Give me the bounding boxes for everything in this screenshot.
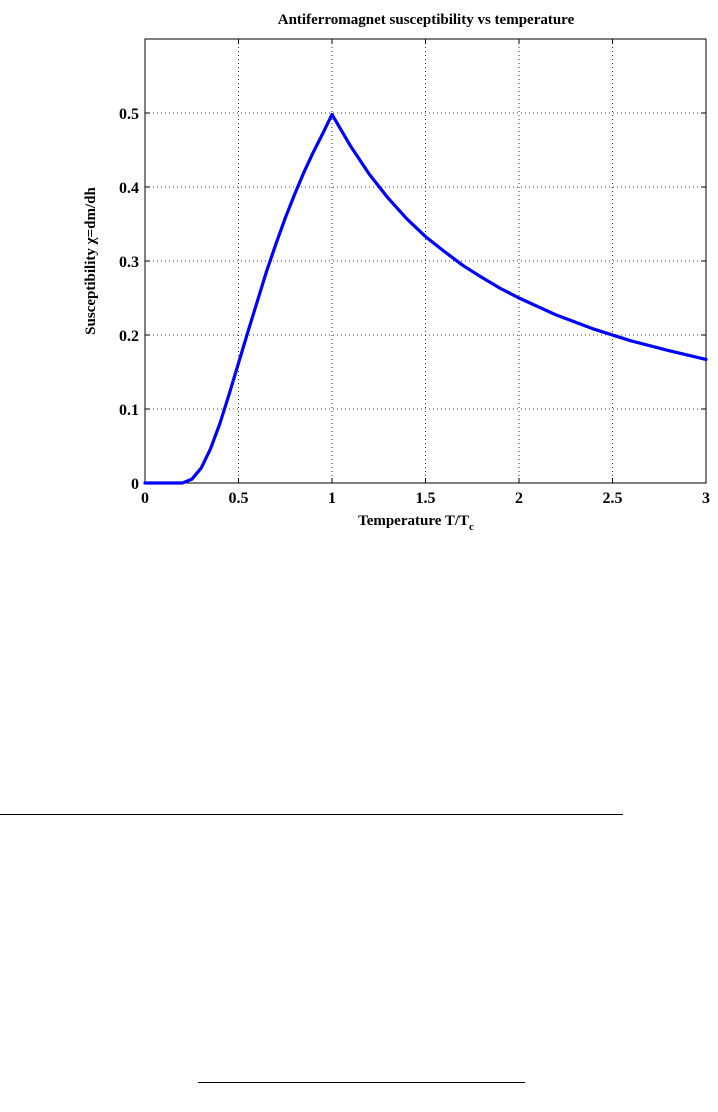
y-tick-label: 0.4 <box>119 180 139 197</box>
x-axis-label: Temperature T/Tc <box>358 513 474 533</box>
y-axis-label: Susceptibility χ=dm/dh <box>83 187 99 335</box>
x-tick-labels: 0 0.5 1 1.5 2 2.5 3 <box>141 490 710 507</box>
chart: Antiferromagnet susceptibility vs temper… <box>83 12 710 533</box>
x-tick-label: 0 <box>141 490 149 507</box>
y-tick-label: 0 <box>131 476 139 493</box>
x-tick-label: 1 <box>328 490 336 507</box>
horizontal-rule-top <box>0 814 623 815</box>
grid-lines <box>145 39 706 483</box>
y-tick-label: 0.3 <box>119 254 139 271</box>
y-tick-label: 0.5 <box>119 106 139 123</box>
x-tick-label: 3 <box>702 490 710 507</box>
axis-ticks <box>144 39 707 484</box>
y-tick-label: 0.1 <box>119 402 139 419</box>
y-tick-label: 0.2 <box>119 328 139 345</box>
x-tick-label: 2 <box>515 490 523 507</box>
x-tick-label: 0.5 <box>229 490 249 507</box>
horizontal-rule-bottom <box>198 1082 525 1083</box>
y-tick-labels: 0 0.1 0.2 0.3 0.4 0.5 <box>119 106 139 493</box>
x-tick-label: 2.5 <box>603 490 623 507</box>
x-axis-label-main: Temperature T/T <box>358 513 469 529</box>
chart-title: Antiferromagnet susceptibility vs temper… <box>278 12 575 28</box>
x-tick-label: 1.5 <box>416 490 436 507</box>
susceptibility-line <box>143 112 708 485</box>
x-axis-label-subscript: c <box>469 521 474 533</box>
